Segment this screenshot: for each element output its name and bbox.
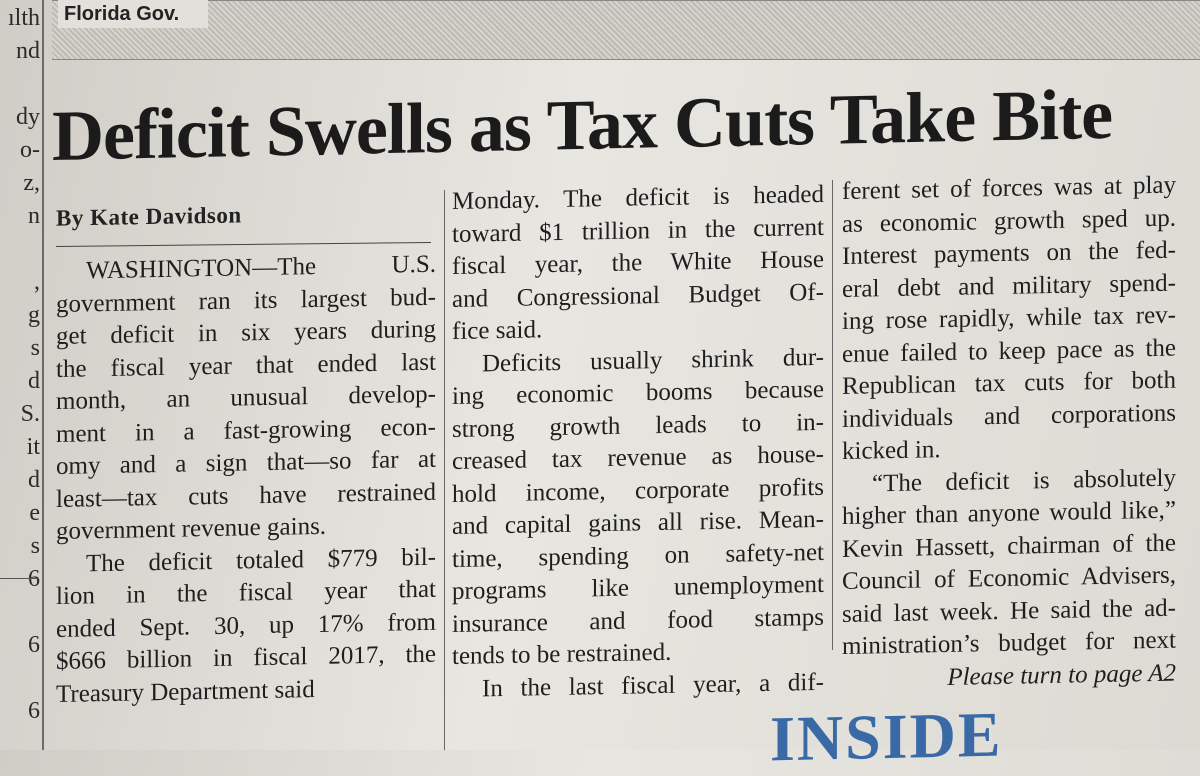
adjacent-column-fragment: ılth nd dy o-z, n, g s d S. it d e s 6 6 6 <box>0 0 44 750</box>
fragment-line: n <box>28 204 40 228</box>
fragment-line: e <box>29 501 40 525</box>
fragment-line: d <box>28 468 40 492</box>
fragment-line: s <box>30 336 40 360</box>
jump-line[interactable]: Please turn to page A2 <box>947 659 1176 691</box>
text-line: In the last fiscal year, a dif- <box>482 668 824 702</box>
text-line: Treasury Department said <box>56 675 315 708</box>
fragment-line: it <box>26 435 40 459</box>
column-rule <box>444 190 445 750</box>
masthead-banner <box>52 0 1200 60</box>
byline-rule <box>56 242 431 247</box>
article-column-1: WASHINGTON—The U.S. government ran its la… <box>56 249 436 711</box>
fragment-line: S. <box>20 402 40 426</box>
fragment-line: 6 <box>28 567 40 591</box>
fragment-line: s <box>30 534 40 558</box>
fragment-line: , <box>34 270 40 294</box>
column-rule <box>832 180 833 650</box>
fragment-line: g <box>28 303 40 327</box>
fragment-line: ılth <box>7 6 40 30</box>
article-column-3: ferent set of forces was at play as econo… <box>842 170 1176 696</box>
byline: By Kate Davidson <box>56 202 242 231</box>
teaser-kicker: Florida Gov. <box>58 0 208 28</box>
fragment-line: o- <box>20 138 40 162</box>
article-column-2: Monday. The deficit is headed toward $1 t… <box>452 179 824 706</box>
fragment-line: z, <box>23 171 40 195</box>
text-line: individuals and corporations <box>842 399 1176 433</box>
fragment-line: 6 <box>28 633 40 657</box>
column-divider <box>0 578 38 579</box>
fragment-line: 6 <box>28 699 40 723</box>
fragment-line: nd <box>16 39 40 63</box>
fragment-line: d <box>28 369 40 393</box>
inside-section-label: INSIDE <box>770 698 1003 775</box>
fragment-line: dy <box>16 105 40 129</box>
headline: Deficit Swells as Tax Cuts Take Bite <box>52 73 1113 176</box>
